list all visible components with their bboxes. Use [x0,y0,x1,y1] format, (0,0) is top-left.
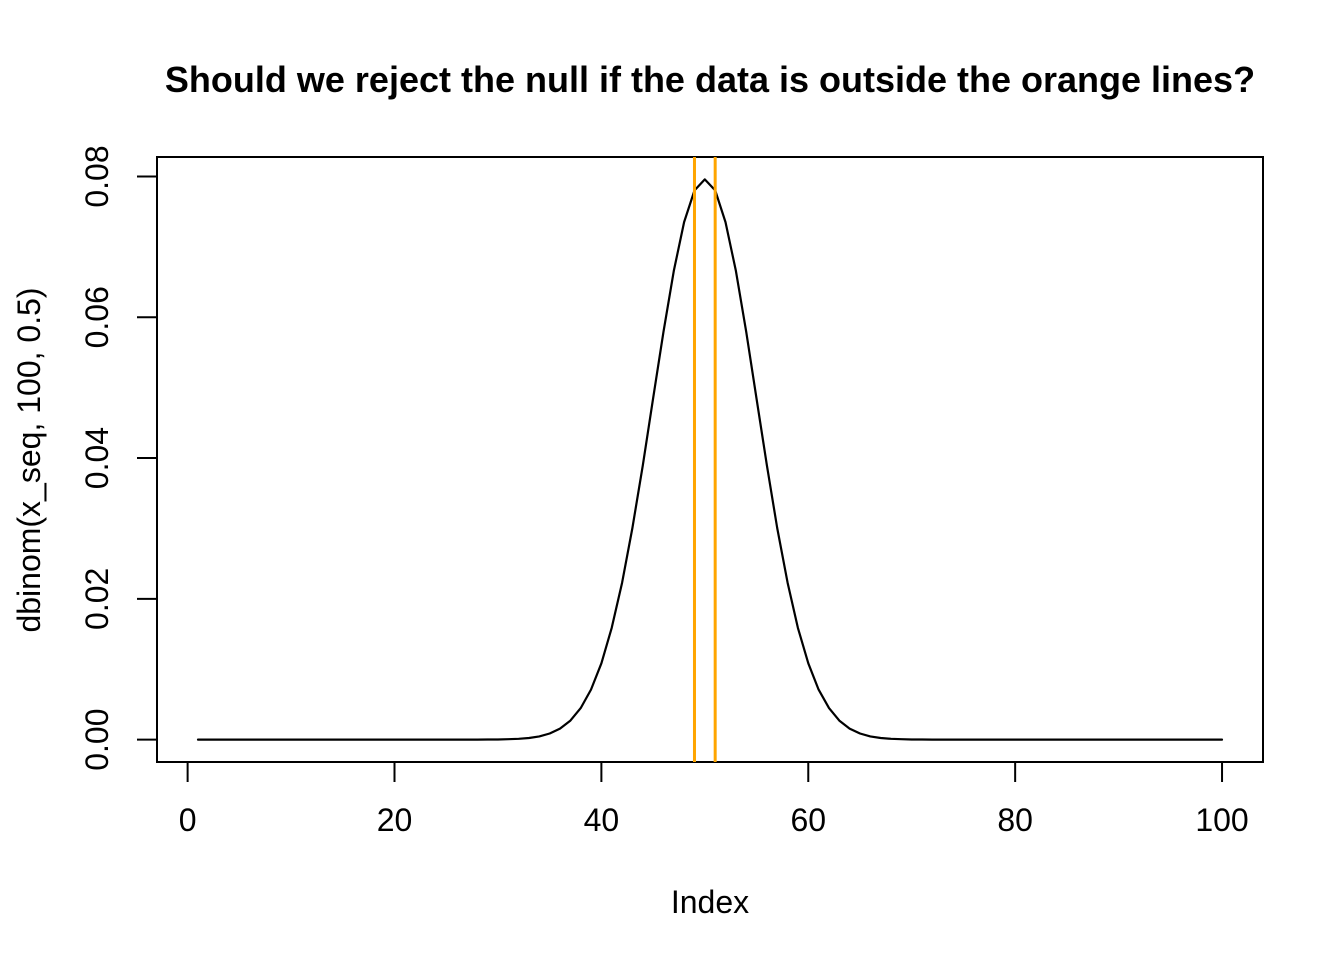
plot-box [156,156,1264,763]
y-axis-label: dbinom(x_seq, 100, 0.5) [11,287,47,632]
y-tick-label: 0.00 [79,708,115,770]
y-tick-label: 0.08 [79,145,115,207]
plot-data-layer [196,157,1224,762]
y-tick-label: 0.06 [79,286,115,348]
x-tick-label: 80 [997,802,1033,838]
plot-title: Should we reject the null if the data is… [165,59,1255,100]
x-axis-label: Index [671,884,749,920]
y-tick-label: 0.02 [79,568,115,630]
x-tick-label: 60 [790,802,826,838]
axes: 0 20 40 60 80 100 0.00 0.02 0.04 0.06 0.08 [79,145,1264,838]
x-tick-label: 100 [1195,802,1248,838]
x-tick-label: 0 [179,802,197,838]
y-tick-label: 0.04 [79,427,115,489]
x-tick-label: 20 [377,802,413,838]
x-tick-label: 40 [584,802,620,838]
dbinom-curve [196,178,1224,741]
